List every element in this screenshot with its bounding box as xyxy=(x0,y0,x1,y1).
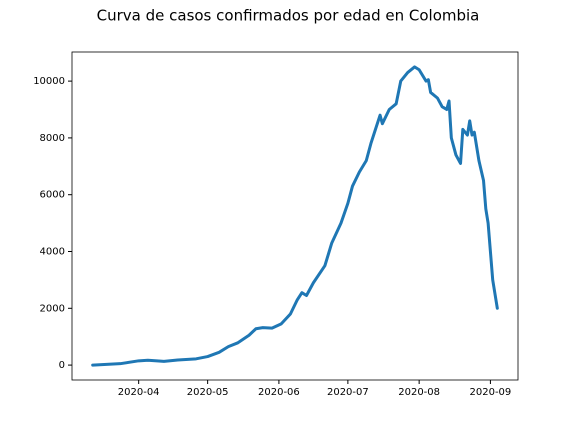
x-tick-label: 2020-07 xyxy=(327,387,369,398)
x-tick-label: 2020-08 xyxy=(398,387,440,398)
x-tick-label: 2020-09 xyxy=(470,387,512,398)
y-tick-label: 4000 xyxy=(40,246,65,257)
line-series xyxy=(91,65,499,367)
chart-title: Curva de casos confirmados por edad en C… xyxy=(97,7,480,25)
y-tick-label: 6000 xyxy=(40,190,65,201)
x-tick-label: 2020-06 xyxy=(258,387,300,398)
y-tick-label: 2000 xyxy=(40,303,65,314)
x-tick-label: 2020-04 xyxy=(118,387,160,398)
y-tick-label: 10000 xyxy=(33,76,65,87)
x-tick-label: 2020-05 xyxy=(187,387,229,398)
plot-frame xyxy=(71,51,519,381)
y-tick-label: 8000 xyxy=(40,133,65,144)
y-tick-label: 0 xyxy=(59,360,65,371)
